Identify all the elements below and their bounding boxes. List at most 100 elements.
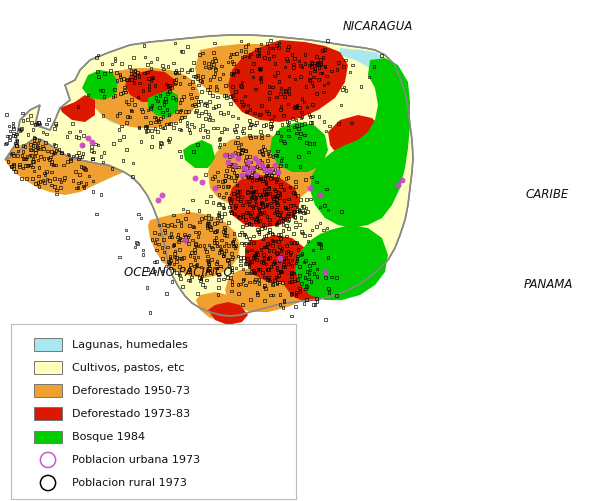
Point	[227, 255, 236, 263]
Point	[245, 234, 254, 242]
Point	[257, 131, 266, 139]
Point	[229, 50, 238, 58]
Point	[305, 69, 314, 77]
Point	[295, 134, 304, 142]
Point	[272, 147, 282, 155]
Point	[290, 212, 299, 220]
Point	[166, 264, 175, 272]
Point	[241, 215, 250, 223]
Point	[251, 193, 261, 201]
Point	[227, 91, 237, 99]
Point	[320, 63, 330, 71]
Point	[248, 202, 257, 210]
Point	[249, 187, 259, 195]
Point	[286, 250, 295, 259]
Point	[304, 61, 314, 69]
Point	[275, 243, 284, 251]
Point	[251, 200, 260, 208]
Point	[302, 195, 311, 203]
Point	[302, 283, 311, 291]
Point	[268, 230, 277, 238]
Point	[241, 156, 251, 164]
Point	[11, 139, 20, 147]
Point	[276, 183, 286, 191]
Point	[128, 159, 138, 167]
Point	[287, 256, 296, 264]
Point	[323, 36, 332, 44]
Point	[279, 297, 289, 305]
Point	[230, 125, 239, 133]
Point	[5, 127, 15, 135]
Point	[29, 137, 38, 145]
Point	[60, 174, 70, 182]
Point	[15, 162, 25, 170]
Point	[238, 277, 248, 285]
Point	[232, 49, 241, 57]
Point	[200, 126, 210, 134]
Point	[205, 97, 215, 105]
Point	[243, 173, 253, 181]
Point	[91, 140, 100, 148]
Point	[239, 230, 248, 238]
Point	[249, 163, 259, 171]
Point	[307, 173, 316, 181]
Point	[280, 63, 290, 71]
Point	[219, 91, 229, 99]
Point	[271, 273, 281, 281]
Point	[169, 211, 178, 219]
Point	[214, 270, 223, 278]
Point	[169, 240, 179, 248]
Point	[304, 275, 313, 283]
Point	[302, 103, 312, 111]
Point	[28, 157, 37, 165]
Point	[247, 268, 257, 276]
Point	[322, 185, 331, 193]
Point	[197, 109, 206, 117]
Point	[196, 275, 206, 283]
Point	[252, 163, 262, 171]
Point	[209, 104, 218, 112]
Point	[220, 176, 229, 184]
Point	[232, 264, 241, 272]
Point	[227, 58, 237, 66]
Point	[188, 84, 197, 92]
Point	[165, 233, 175, 241]
Point	[294, 152, 304, 160]
Point	[228, 239, 238, 247]
Point	[259, 250, 268, 259]
Point	[233, 133, 242, 141]
Point	[268, 260, 278, 268]
Point	[182, 208, 192, 216]
Polygon shape	[148, 90, 178, 118]
Point	[257, 199, 266, 207]
Point	[236, 140, 246, 148]
Polygon shape	[148, 212, 240, 278]
Point	[281, 232, 291, 240]
Point	[179, 73, 189, 81]
Point	[30, 121, 40, 129]
Point	[33, 156, 43, 164]
Point	[148, 132, 157, 140]
Point	[160, 226, 169, 234]
Point	[134, 123, 144, 131]
Point	[190, 100, 199, 108]
Point	[256, 246, 266, 254]
Point	[264, 109, 274, 117]
Text: Poblacion rural 1973: Poblacion rural 1973	[72, 478, 187, 488]
Point	[281, 248, 290, 257]
Point	[316, 59, 326, 67]
Point	[49, 140, 59, 148]
Point	[222, 166, 232, 174]
Point	[295, 220, 304, 228]
Point	[313, 272, 322, 280]
Point	[41, 167, 51, 175]
Point	[274, 44, 283, 52]
Point	[169, 123, 178, 131]
Point	[320, 273, 330, 281]
Point	[140, 122, 150, 130]
Point	[152, 246, 161, 254]
Point	[295, 272, 305, 280]
Point	[211, 102, 221, 110]
Point	[38, 142, 47, 150]
Point	[257, 161, 267, 169]
